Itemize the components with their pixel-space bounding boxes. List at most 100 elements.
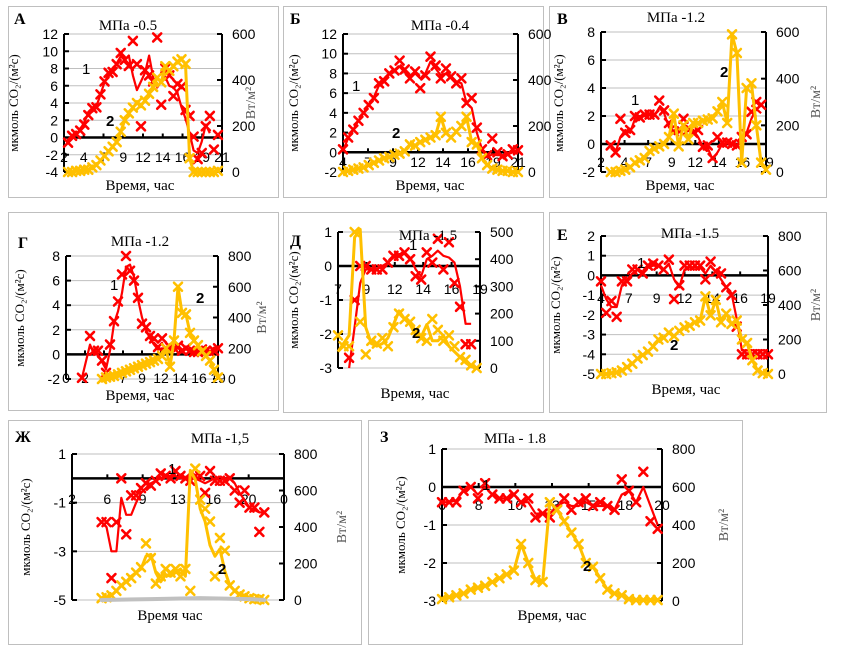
- x-tick-label: 14: [172, 370, 188, 386]
- data-point: [124, 265, 136, 277]
- y-tick-label: 4: [329, 105, 337, 121]
- y2-tick-label: 500: [490, 224, 514, 240]
- data-point: [101, 516, 112, 528]
- data-point: [219, 545, 231, 557]
- y2-axis-label: Вт/м²: [717, 509, 732, 541]
- data-point: [164, 361, 176, 372]
- data-point: [365, 335, 377, 347]
- data-point: [619, 164, 631, 175]
- data-point: [694, 260, 706, 271]
- series-label-1: 1: [352, 78, 360, 95]
- data-point: [449, 277, 460, 289]
- y-tick-label: 2: [329, 125, 337, 141]
- data-point: [710, 294, 722, 306]
- data-point: [382, 340, 394, 352]
- y-tick-label: 4: [50, 95, 58, 111]
- data-point: [404, 316, 416, 328]
- data-point: [717, 96, 728, 108]
- data-point: [204, 465, 216, 477]
- y2-axis-label: Вт/м²: [809, 86, 824, 118]
- data-point: [678, 120, 689, 131]
- y-tick-label: 12: [42, 26, 58, 42]
- y2-tick-label: 600: [778, 263, 802, 279]
- data-point: [731, 47, 743, 59]
- data-point: [673, 279, 685, 291]
- data-point: [123, 60, 135, 72]
- data-point: [440, 63, 452, 74]
- data-point: [204, 110, 216, 122]
- y-tick-label: 1: [587, 248, 595, 264]
- data-point: [426, 313, 438, 325]
- y-axis-label: мкмоль CO₂/(м²с): [286, 54, 301, 152]
- data-point: [160, 342, 172, 354]
- data-point: [456, 120, 467, 132]
- data-point: [219, 475, 231, 487]
- data-point: [600, 307, 612, 319]
- data-point: [368, 92, 380, 104]
- x-tick-label: 16: [460, 154, 476, 170]
- data-point: [189, 463, 201, 474]
- data-point: [180, 473, 191, 484]
- data-point: [658, 264, 669, 275]
- data-point: [668, 108, 680, 119]
- data-point: [435, 111, 447, 123]
- data-point: [616, 590, 628, 601]
- data-point: [389, 65, 400, 76]
- data-point: [332, 330, 344, 341]
- data-point: [530, 512, 541, 523]
- data-point: [384, 68, 395, 79]
- data-point: [212, 165, 224, 177]
- data-point: [176, 81, 187, 92]
- series-1: [343, 233, 477, 369]
- data-point: [663, 254, 675, 265]
- data-point: [360, 349, 372, 360]
- y2-tick-label: 600: [228, 279, 252, 295]
- x-tick-label: 9: [653, 290, 661, 306]
- data-point: [420, 134, 431, 146]
- y-tick-label: 1: [58, 446, 66, 462]
- data-point: [692, 117, 704, 129]
- panel-letter: Б: [290, 11, 301, 28]
- data-point: [522, 557, 534, 569]
- x-tick-label: 2: [81, 370, 89, 386]
- data-point: [377, 332, 388, 344]
- data-point: [135, 120, 147, 132]
- panel-letter: В: [557, 11, 568, 28]
- data-point: [347, 124, 359, 135]
- data-point: [443, 236, 455, 248]
- data-point: [414, 136, 426, 148]
- y-tick-label: -2: [48, 371, 61, 387]
- data-point: [726, 289, 737, 301]
- data-point: [192, 153, 203, 165]
- data-point: [83, 109, 94, 121]
- data-point: [119, 114, 131, 126]
- chart-G: -2024680200400600800024791214161912ГМПа …: [12, 234, 270, 404]
- chart-title: МПа -1,5: [191, 431, 249, 447]
- y2-tick-label: 200: [490, 306, 514, 322]
- data-point: [465, 338, 477, 350]
- x-tick-label: 4: [80, 149, 88, 165]
- data-point: [145, 552, 157, 564]
- data-point: [234, 497, 245, 508]
- data-point: [194, 470, 206, 482]
- y-tick-label: 10: [42, 43, 58, 59]
- chart-title: МПа -1.2: [647, 10, 705, 26]
- data-point: [76, 372, 88, 384]
- data-point: [212, 129, 224, 141]
- data-point: [185, 585, 196, 597]
- data-point: [388, 321, 399, 333]
- y2-tick-label: 200: [528, 118, 552, 134]
- data-point: [537, 508, 548, 519]
- data-point: [522, 493, 534, 504]
- data-point: [399, 64, 411, 75]
- series-label-1: 1: [82, 61, 90, 78]
- y-tick-label: 12: [321, 26, 337, 42]
- data-point: [736, 157, 748, 168]
- data-point: [638, 466, 649, 478]
- x-tick-label: 2: [68, 491, 76, 507]
- data-point: [512, 145, 524, 156]
- series-label-2: 2: [218, 561, 226, 578]
- x-tick-label: 16: [191, 370, 207, 386]
- y2-tick-label: 0: [528, 164, 536, 180]
- data-point: [112, 296, 124, 307]
